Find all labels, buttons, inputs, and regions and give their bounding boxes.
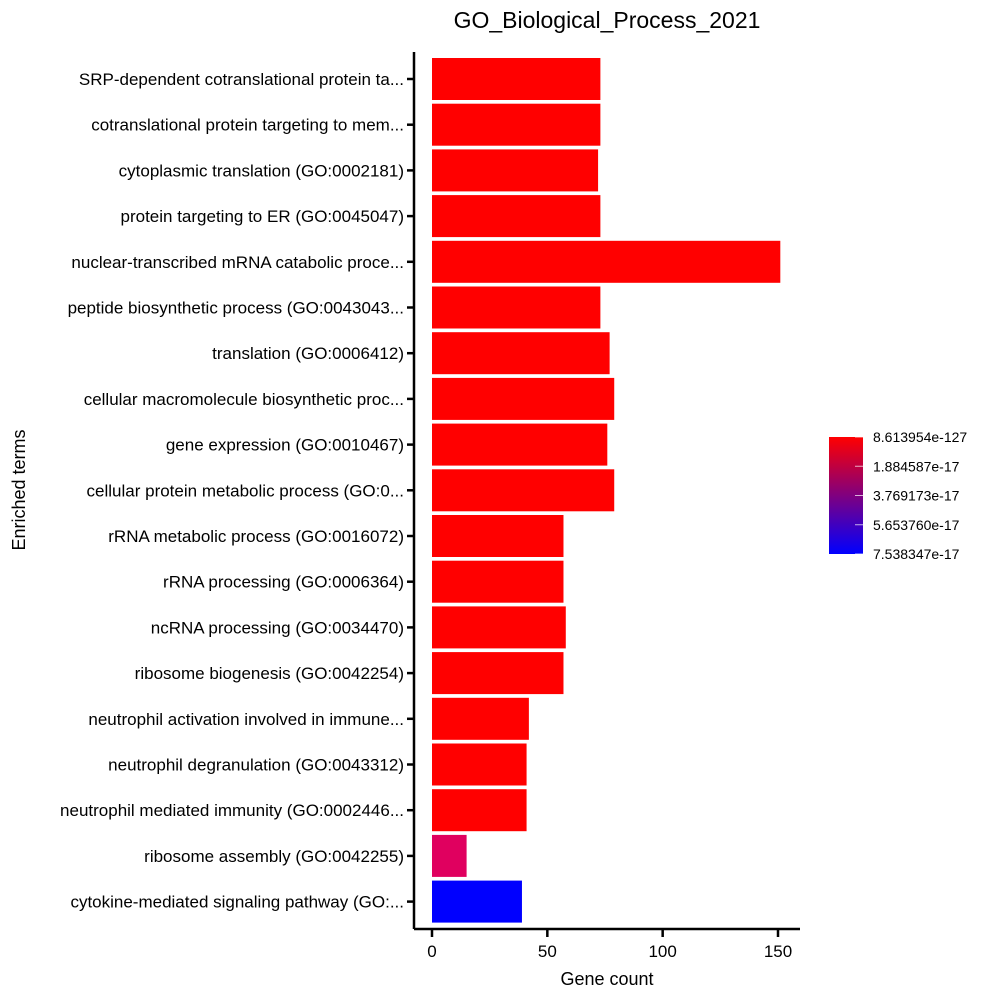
y-tick-label: neutrophil activation involved in immune… bbox=[88, 710, 404, 729]
y-tick-label: neutrophil degranulation (GO:0043312) bbox=[108, 756, 404, 775]
y-tick-label: ncRNA processing (GO:0034470) bbox=[151, 618, 404, 637]
bar bbox=[432, 652, 564, 695]
colorbar-label: 3.769173e-17 bbox=[873, 488, 960, 504]
colorbar-label: 7.538347e-17 bbox=[873, 546, 960, 562]
y-axis-title: Enriched terms bbox=[9, 429, 29, 550]
x-tick-label: 100 bbox=[648, 942, 676, 961]
y-tick-label: ribosome assembly (GO:0042255) bbox=[144, 847, 404, 866]
x-axis-title: Gene count bbox=[560, 969, 653, 989]
y-tick-label: cellular protein metabolic process (GO:0… bbox=[87, 481, 404, 500]
y-tick-labels: SRP-dependent cotranslational protein ta… bbox=[60, 70, 414, 912]
bar bbox=[432, 240, 781, 283]
y-tick-label: SRP-dependent cotranslational protein ta… bbox=[79, 70, 404, 89]
colorbar-label: 5.653760e-17 bbox=[873, 517, 960, 533]
bar bbox=[432, 789, 527, 832]
y-tick-label: translation (GO:0006412) bbox=[212, 344, 404, 363]
y-tick-label: cotranslational protein targeting to mem… bbox=[91, 116, 404, 135]
y-tick-label: rRNA processing (GO:0006364) bbox=[163, 573, 404, 592]
y-tick-label: gene expression (GO:0010467) bbox=[166, 436, 404, 455]
y-tick-label: peptide biosynthetic process (GO:0043043… bbox=[68, 299, 404, 318]
y-tick-label: cytokine-mediated signaling pathway (GO:… bbox=[70, 893, 404, 912]
x-tick-label: 150 bbox=[764, 942, 792, 961]
bar bbox=[432, 834, 467, 877]
bar bbox=[432, 423, 608, 466]
bar bbox=[432, 377, 615, 420]
bar bbox=[432, 149, 599, 192]
y-tick-label: protein targeting to ER (GO:0045047) bbox=[121, 207, 405, 226]
y-tick-label: rRNA metabolic process (GO:0016072) bbox=[108, 527, 404, 546]
bar bbox=[432, 286, 601, 329]
bar bbox=[432, 469, 615, 512]
bar bbox=[432, 606, 566, 649]
y-tick-label: cytoplasmic translation (GO:0002181) bbox=[119, 161, 404, 180]
bars-group bbox=[432, 58, 781, 923]
colorbar-label: 8.613954e-127 bbox=[873, 429, 967, 445]
bar bbox=[432, 515, 564, 557]
bar bbox=[432, 103, 601, 146]
bar bbox=[432, 880, 522, 923]
x-tick-label: 0 bbox=[427, 942, 436, 961]
chart-title: GO_Biological_Process_2021 bbox=[454, 7, 761, 33]
y-tick-label: cellular macromolecule biosynthetic proc… bbox=[84, 390, 404, 409]
bar bbox=[432, 332, 610, 375]
x-ticks: 0 50 100 150 bbox=[427, 929, 792, 961]
bar bbox=[432, 195, 601, 238]
y-tick-label: ribosome biogenesis (GO:0042254) bbox=[135, 664, 404, 683]
y-tick-label: nuclear-transcribed mRNA catabolic proce… bbox=[71, 253, 404, 272]
colorbar-label: 1.884587e-17 bbox=[873, 458, 960, 474]
bar bbox=[432, 743, 527, 786]
bar bbox=[432, 58, 601, 100]
colorbar: 8.613954e-127 1.884587e-17 3.769173e-17 5.6… bbox=[829, 429, 967, 562]
bar bbox=[432, 560, 564, 603]
x-tick-label: 50 bbox=[538, 942, 557, 961]
bar bbox=[432, 697, 529, 740]
y-tick-label: neutrophil mediated immunity (GO:0002446… bbox=[60, 801, 404, 820]
